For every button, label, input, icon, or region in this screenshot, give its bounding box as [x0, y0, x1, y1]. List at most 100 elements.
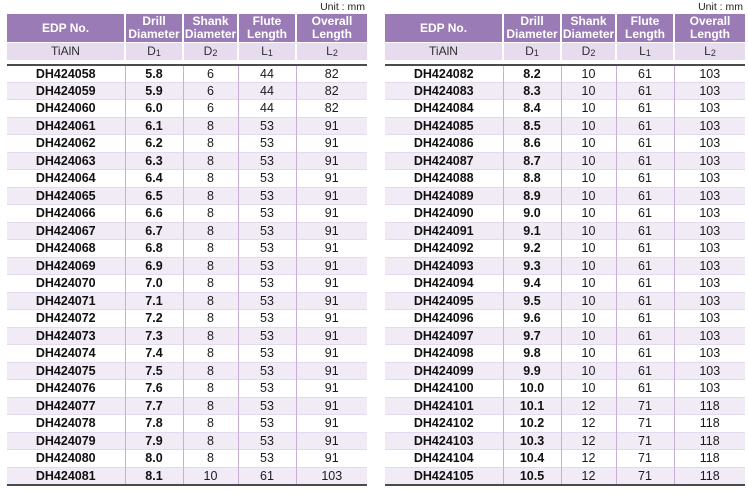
- table-row: DH424098 9.8 10 61 103: [385, 344, 745, 362]
- table-row: DH424088 8.8 10 61 103: [385, 169, 745, 187]
- value-cell: 7.1: [124, 291, 183, 310]
- table-row: DH424058 5.8 6 44 82: [7, 64, 367, 82]
- value-cell: 8: [182, 134, 238, 152]
- value-cell: 6.4: [124, 169, 183, 187]
- value-cell: 10: [560, 309, 616, 327]
- table-row: DH424063 6.3 8 53 91: [7, 151, 367, 170]
- unit-label: Unit : mm: [698, 1, 743, 13]
- value-cell: 103: [673, 99, 745, 117]
- edp-number-cell: DH424093: [385, 256, 503, 275]
- symbol-l2: L2: [295, 42, 367, 60]
- table-row: DH424072 7.2 8 53 91: [7, 309, 367, 327]
- edp-number-cell: DH424069: [7, 256, 125, 275]
- table-row: DH424104 10.4 12 71 118: [385, 449, 745, 467]
- value-cell: 53: [237, 379, 296, 397]
- value-cell: 10: [560, 326, 616, 345]
- spec-panel-left: Unit : mm EDP No. Drill Diameter Shank D…: [7, 1, 367, 486]
- edp-number-cell: DH424096: [385, 309, 503, 327]
- value-cell: 53: [237, 116, 296, 135]
- table-row: DH424103 10.3 12 71 118: [385, 431, 745, 450]
- col-header-overall-length: Overall Length: [673, 14, 745, 43]
- table-row: DH424083 8.3 10 61 103: [385, 81, 745, 100]
- value-cell: 91: [295, 449, 367, 467]
- value-cell: 91: [295, 151, 367, 170]
- edp-number-cell: DH424071: [7, 291, 125, 310]
- symbol-l1: L1: [615, 42, 674, 60]
- value-cell: 61: [615, 99, 674, 117]
- value-cell: 9.6: [502, 309, 561, 327]
- value-cell: 103: [673, 134, 745, 152]
- edp-number-cell: DH424076: [7, 379, 125, 397]
- value-cell: 6.2: [124, 134, 183, 152]
- table-row: DH424080 8.0 8 53 91: [7, 449, 367, 467]
- value-cell: 8: [182, 431, 238, 450]
- value-cell: 44: [237, 64, 296, 82]
- value-cell: 10: [560, 239, 616, 257]
- value-cell: 8: [182, 274, 238, 292]
- value-cell: 7.2: [124, 309, 183, 327]
- value-cell: 53: [237, 449, 296, 467]
- value-cell: 118: [673, 431, 745, 450]
- edp-number-cell: DH424060: [7, 99, 125, 117]
- edp-number-cell: DH424088: [385, 169, 503, 187]
- value-cell: 103: [673, 64, 745, 82]
- symbol-d1: D1: [502, 42, 561, 60]
- value-cell: 103: [673, 344, 745, 362]
- value-cell: 103: [673, 309, 745, 327]
- value-cell: 10: [560, 81, 616, 100]
- symbol-d1: D1: [124, 42, 183, 60]
- table-row: DH424079 7.9 8 53 91: [7, 431, 367, 450]
- value-cell: 8: [182, 186, 238, 205]
- edp-number-cell: DH424079: [7, 431, 125, 450]
- col-header-overall-length: Overall Length: [295, 14, 367, 43]
- value-cell: 10.4: [502, 449, 561, 467]
- value-cell: 8.4: [502, 99, 561, 117]
- value-cell: 91: [295, 361, 367, 380]
- table-row: DH424099 9.9 10 61 103: [385, 361, 745, 380]
- value-cell: 61: [615, 309, 674, 327]
- value-cell: 91: [295, 396, 367, 415]
- value-cell: 10: [560, 116, 616, 135]
- edp-number-cell: DH424101: [385, 396, 503, 415]
- value-cell: 53: [237, 151, 296, 170]
- value-cell: 61: [615, 274, 674, 292]
- table-row: DH424071 7.1 8 53 91: [7, 291, 367, 310]
- table-row: DH424081 8.1 10 61 103: [7, 466, 367, 485]
- value-cell: 9.7: [502, 326, 561, 345]
- value-cell: 103: [673, 274, 745, 292]
- value-cell: 44: [237, 99, 296, 117]
- edp-number-cell: DH424066: [7, 204, 125, 222]
- edp-number-cell: DH424070: [7, 274, 125, 292]
- spec-table-right: DH424082 8.2 10 61 103 DH424083 8.3 10 61 103 DH42…: [385, 63, 745, 486]
- table-row: DH424101 10.1 12 71 118: [385, 396, 745, 415]
- value-cell: 53: [237, 431, 296, 450]
- edp-number-cell: DH424098: [385, 344, 503, 362]
- value-cell: 8.9: [502, 186, 561, 205]
- value-cell: 103: [295, 466, 367, 485]
- value-cell: 10: [182, 466, 238, 485]
- value-cell: 9.1: [502, 221, 561, 240]
- col-header-drill-diameter: Drill Diameter: [502, 14, 561, 43]
- table-row: DH424085 8.5 10 61 103: [385, 116, 745, 135]
- value-cell: 7.4: [124, 344, 183, 362]
- value-cell: 9.8: [502, 344, 561, 362]
- table-row: DH424075 7.5 8 53 91: [7, 361, 367, 380]
- col-header-drill-diameter: Drill Diameter: [124, 14, 183, 43]
- spec-table-left: DH424058 5.8 6 44 82 DH424059 5.9 6 44 82 DH424060…: [7, 63, 367, 486]
- edp-number-cell: DH424092: [385, 239, 503, 257]
- edp-number-cell: DH424067: [7, 221, 125, 240]
- header-row: EDP No. Drill Diameter Shank Diameter Fl…: [7, 14, 367, 43]
- value-cell: 10: [560, 151, 616, 170]
- value-cell: 91: [295, 186, 367, 205]
- value-cell: 53: [237, 186, 296, 205]
- table-row: DH424082 8.2 10 61 103: [385, 64, 745, 82]
- table-row: DH424060 6.0 6 44 82: [7, 99, 367, 117]
- table-row: DH424059 5.9 6 44 82: [7, 81, 367, 100]
- value-cell: 10: [560, 291, 616, 310]
- table-row: DH424090 9.0 10 61 103: [385, 204, 745, 222]
- edp-number-cell: DH424073: [7, 326, 125, 345]
- value-cell: 103: [673, 204, 745, 222]
- table-row: DH424061 6.1 8 53 91: [7, 116, 367, 135]
- spec-table-left-header: EDP No. Drill Diameter Shank Diameter Fl…: [7, 14, 367, 60]
